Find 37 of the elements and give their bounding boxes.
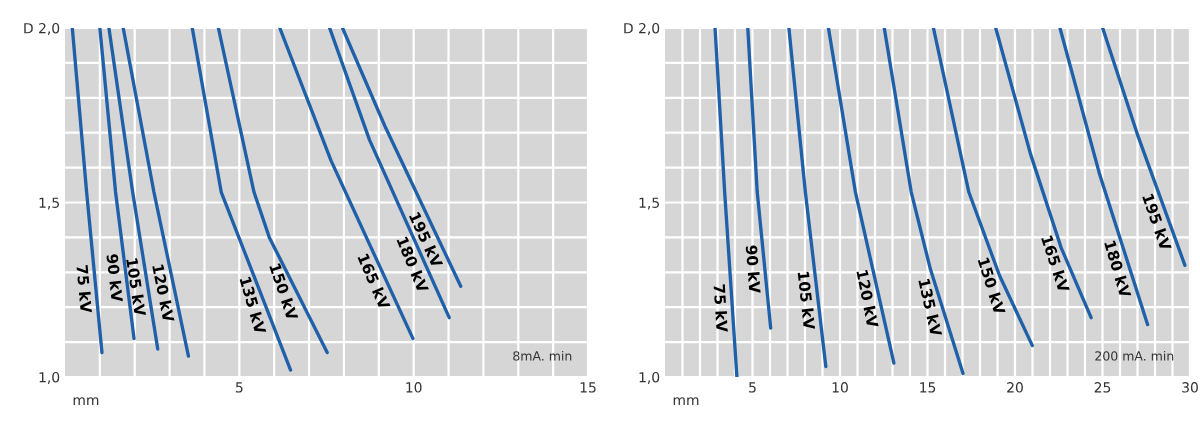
text: 120 kV <box>152 264 175 323</box>
text: 180 kV <box>1104 240 1132 299</box>
text: 75 kV <box>713 284 729 333</box>
x-axis-title: mm <box>673 397 699 405</box>
text: 150 kV <box>269 263 299 322</box>
x-tick-label: 5 <box>749 382 756 393</box>
annotation: 200 mA. min <box>1095 350 1174 361</box>
x-tick-label: 10 <box>832 382 848 393</box>
x-tick-label: 10 <box>406 382 422 393</box>
x-tick-label: 15 <box>580 382 596 393</box>
text: 120 kV <box>856 269 879 329</box>
line-series <box>216 28 329 355</box>
y-tick-label: 1,0 <box>39 371 60 384</box>
text: 90 kV <box>106 253 124 303</box>
text: 165 kV <box>357 253 391 311</box>
y-tick-label: D 2,0 <box>624 22 660 35</box>
line-series <box>882 28 965 376</box>
x-tick-label: 5 <box>235 382 243 393</box>
text: 75 kV <box>76 265 93 314</box>
text: 105 kV <box>126 258 147 317</box>
text: 150 kV <box>977 257 1006 316</box>
y-tick-label: 1,0 <box>639 371 660 384</box>
y-tick-label: D 2,0 <box>24 22 60 35</box>
text: 135 kV <box>239 276 267 335</box>
x-tick-label: 30 <box>1182 382 1198 393</box>
x-tick-label: 15 <box>920 382 936 393</box>
text: 135 kV <box>918 278 943 338</box>
text: 105 kV <box>797 271 816 331</box>
y-tick-label: 1,5 <box>639 197 659 210</box>
annotation: 8mA. min <box>513 350 572 361</box>
text: 165 kV <box>1041 235 1071 294</box>
text: 195 kV <box>1142 193 1173 252</box>
x-tick-label: 20 <box>1007 382 1023 393</box>
x-tick-label: 25 <box>1094 382 1111 393</box>
x-axis-title: mm <box>73 397 99 405</box>
y-tick-label: 1,5 <box>39 197 59 210</box>
text: 90 kV <box>745 245 762 294</box>
